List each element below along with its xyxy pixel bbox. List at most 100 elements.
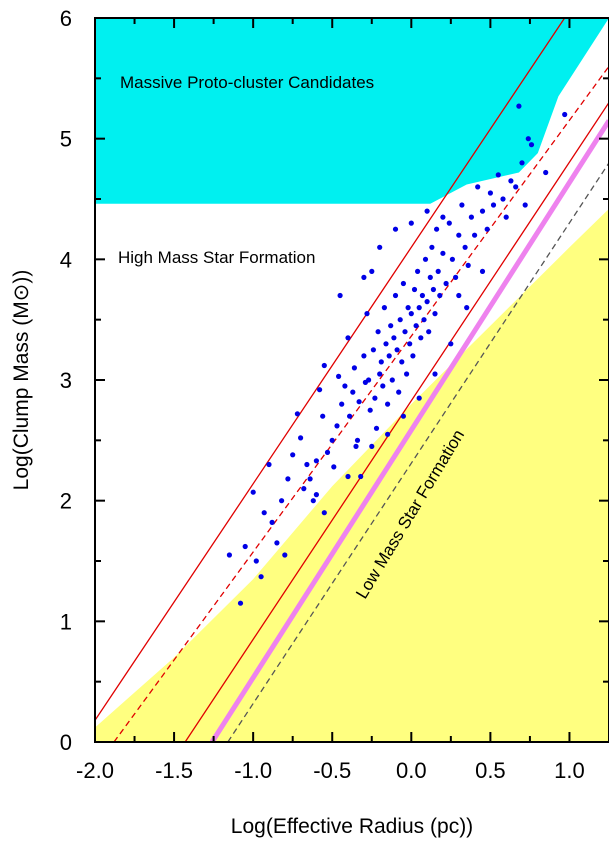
data-point <box>408 311 414 317</box>
data-point <box>402 329 408 335</box>
data-point <box>329 437 335 443</box>
data-point <box>377 371 383 377</box>
data-point <box>380 383 386 389</box>
data-point <box>479 268 486 274</box>
data-point <box>389 377 395 383</box>
data-point <box>304 461 310 468</box>
data-point <box>294 411 300 417</box>
data-point <box>397 317 403 323</box>
fit-line-2 <box>184 102 609 742</box>
data-point <box>456 232 462 238</box>
data-point <box>465 262 471 268</box>
data-point <box>385 431 391 437</box>
data-point <box>421 317 427 323</box>
data-point <box>378 359 384 365</box>
data-point <box>345 473 351 480</box>
data-point <box>407 341 413 347</box>
data-point <box>253 558 259 564</box>
data-point <box>337 292 343 299</box>
region-label-protocluster: Massive Proto-cluster Candidates <box>120 73 374 92</box>
data-point <box>242 543 248 550</box>
y-tick-label: 3 <box>60 368 72 393</box>
data-point <box>331 464 337 470</box>
data-point <box>250 489 256 495</box>
data-point <box>525 136 531 142</box>
data-point <box>361 353 367 359</box>
data-point <box>440 214 446 220</box>
x-tick-label: -1.0 <box>234 758 272 783</box>
data-point <box>391 335 397 341</box>
y-axis-title: Log(Clump Mass (M⊙)) <box>10 270 33 491</box>
data-points <box>226 103 568 606</box>
x-tick-label: -2.0 <box>76 758 114 783</box>
data-point <box>415 268 421 274</box>
data-point <box>456 292 462 299</box>
data-point <box>392 292 399 299</box>
data-point <box>367 407 373 413</box>
data-point <box>522 202 528 208</box>
data-point <box>354 437 361 443</box>
fit-line-4 <box>227 162 609 742</box>
x-tick-labels: -2.0 -1.5 -1.0 -0.5 0.0 0.5 1.0 <box>76 758 585 783</box>
data-point <box>373 425 380 431</box>
data-point <box>282 552 288 558</box>
x-tick-label: -0.5 <box>313 758 351 783</box>
data-point <box>400 413 406 419</box>
axes <box>94 17 609 743</box>
data-point <box>321 362 327 369</box>
region-fill-2 <box>95 208 609 742</box>
data-point <box>369 443 375 449</box>
data-point <box>339 401 345 407</box>
data-point <box>226 552 232 558</box>
data-point <box>484 226 490 232</box>
data-point <box>453 274 459 280</box>
data-point <box>334 423 340 429</box>
data-point <box>543 169 549 176</box>
data-point <box>370 347 376 353</box>
data-point <box>459 202 465 208</box>
data-point <box>446 220 452 226</box>
data-point <box>429 244 435 250</box>
data-point <box>434 226 440 232</box>
data-point <box>410 353 416 359</box>
data-point <box>432 311 438 317</box>
data-point <box>408 220 414 226</box>
data-point <box>298 435 304 441</box>
x-axis-title: Log(Effective Radius (pc)) <box>231 815 473 838</box>
data-point <box>351 365 357 371</box>
data-point <box>490 202 497 208</box>
data-point <box>345 335 351 341</box>
data-point <box>358 473 364 480</box>
data-point <box>347 413 353 419</box>
data-point <box>424 299 430 305</box>
data-point <box>487 190 493 196</box>
y-tick-label: 1 <box>60 609 72 634</box>
data-point <box>364 311 370 317</box>
data-point <box>424 208 430 214</box>
data-point <box>427 274 433 280</box>
x-tick-label: -1.5 <box>155 758 193 783</box>
data-point <box>342 383 348 389</box>
data-point <box>372 395 378 401</box>
data-point <box>375 329 381 335</box>
data-point <box>500 196 506 202</box>
fit-line-0 <box>95 18 566 721</box>
data-point <box>468 214 474 220</box>
data-point <box>369 268 375 274</box>
data-point <box>416 395 422 401</box>
data-point <box>462 244 468 250</box>
data-point <box>440 250 446 256</box>
data-point <box>426 329 432 335</box>
fit-line-3 <box>209 119 609 742</box>
data-point <box>418 335 424 341</box>
data-point <box>437 292 443 299</box>
data-point <box>411 286 418 293</box>
data-point <box>285 476 291 482</box>
data-point <box>385 401 391 407</box>
data-point <box>394 347 400 353</box>
data-point <box>400 280 406 287</box>
data-point <box>258 574 264 580</box>
y-tick-label: 6 <box>60 6 72 31</box>
data-point <box>449 256 455 262</box>
